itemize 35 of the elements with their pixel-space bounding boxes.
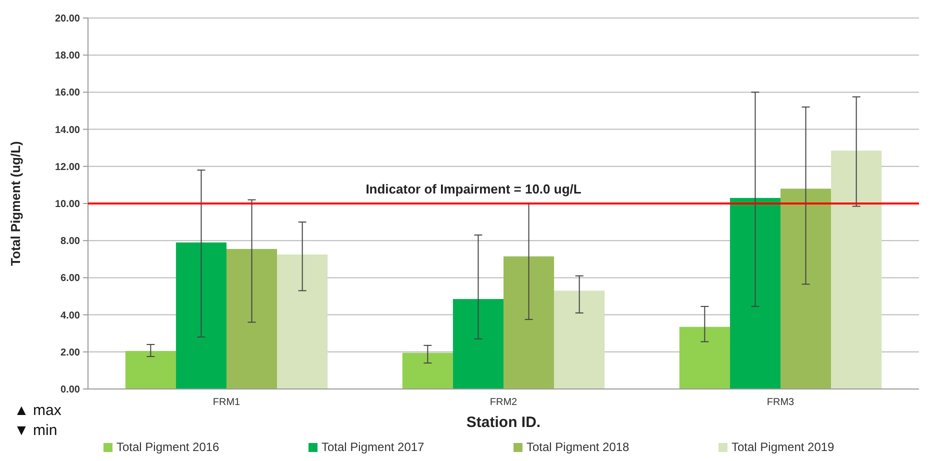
y-tick-label: 18.00 <box>54 50 80 62</box>
y-tick-label: 2.00 <box>60 347 80 358</box>
bar <box>504 256 554 389</box>
bar <box>780 188 832 389</box>
bar <box>176 242 226 389</box>
y-tick-label: 20.00 <box>54 14 80 24</box>
y-tick-label: 16.00 <box>54 88 80 99</box>
ref-line-label: Indicator of Impairment = 10.0 ug/L <box>366 182 582 196</box>
y-tick-label: 4.00 <box>60 310 80 322</box>
legend-label: Total Pigment 2019 <box>732 440 835 454</box>
legend-label: Total Pigment 2018 <box>526 440 630 454</box>
x-tick-label: FRM3 <box>766 397 795 408</box>
y-tick-label: 10.00 <box>54 199 80 210</box>
bar <box>402 352 453 389</box>
bar <box>831 150 882 389</box>
bar <box>679 326 730 389</box>
text: ▲ max <box>14 402 62 419</box>
legend-label: Total Pigment 2017 <box>322 440 425 454</box>
y-tick-label: 12.00 <box>54 162 80 173</box>
bar <box>125 350 176 389</box>
x-axis-title: Station ID. <box>466 414 541 431</box>
bar <box>730 198 780 389</box>
bar <box>226 248 278 389</box>
y-tick-label: 14.00 <box>54 124 80 136</box>
x-tick-label: FRM2 <box>490 397 518 408</box>
y-axis-title: Total Pigment (ug/L) <box>8 141 23 266</box>
legend-label: Total Pigment 2016 <box>116 440 220 454</box>
y-tick-label: 0.00 <box>60 384 80 396</box>
text: ▼ min <box>14 422 58 439</box>
y-tick-label: 6.00 <box>60 273 80 284</box>
bar <box>452 299 504 389</box>
y-tick-label: 8.00 <box>60 236 80 248</box>
bar <box>554 290 605 389</box>
bar <box>277 254 328 389</box>
x-tick-label: FRM1 <box>212 397 241 408</box>
